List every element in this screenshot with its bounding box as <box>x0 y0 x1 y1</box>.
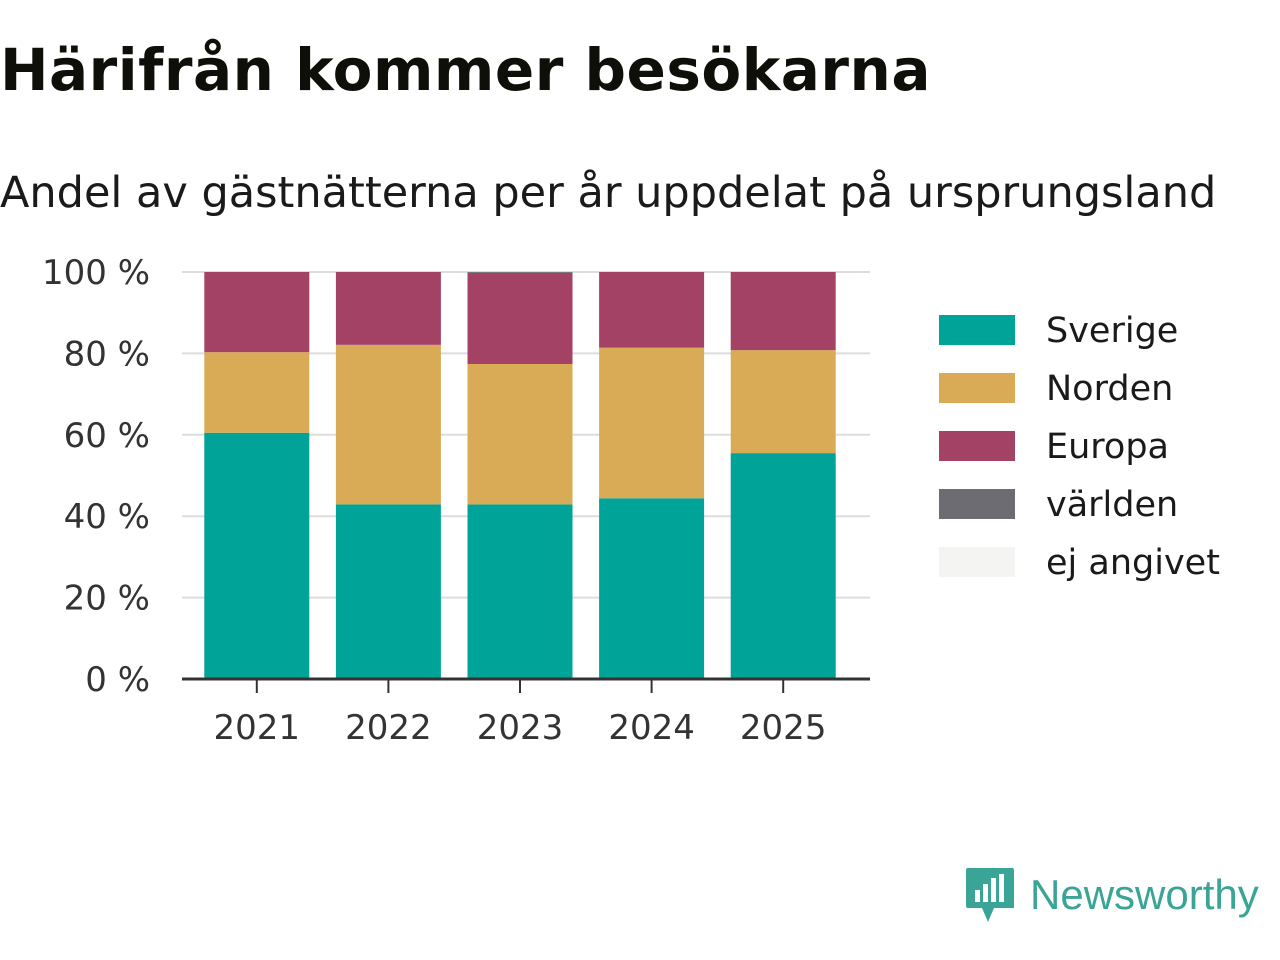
legend-swatch <box>939 373 1015 403</box>
bar-segment <box>599 498 705 679</box>
chart-subtitle: Andel av gästnätterna per år uppdelat på… <box>0 168 1217 218</box>
bar-segment <box>730 453 836 679</box>
legend-label: ej angivet <box>1046 543 1220 583</box>
legend-label: världen <box>1046 485 1178 525</box>
newsworthy-brand: Newsworthy <box>964 864 1259 926</box>
x-tick-label: 2024 <box>608 708 695 748</box>
bar-segment <box>730 350 836 454</box>
y-tick-label: 20 % <box>64 579 150 619</box>
bar-segment <box>730 272 836 351</box>
x-tick-label: 2021 <box>214 708 301 748</box>
bar-segment <box>467 363 573 505</box>
y-tick-label: 40 % <box>64 497 150 537</box>
legend-swatch <box>939 547 1015 577</box>
y-tick-label: 60 % <box>64 416 150 456</box>
bar-segment <box>204 272 310 353</box>
x-tick-label: 2025 <box>740 708 827 748</box>
newsworthy-logo-icon <box>966 868 1014 922</box>
bar-segment <box>467 272 573 273</box>
legend-swatch <box>939 431 1015 461</box>
x-tick-label: 2022 <box>345 708 432 748</box>
brand-name: Newsworthy <box>1030 871 1259 918</box>
axes: 0 % 20 % 40 % 60 % 80 % 100 % 2021 2022 2023 2024… <box>42 253 870 748</box>
y-tick-label: 80 % <box>64 334 150 374</box>
chart-title: Härifrån kommer besökarna <box>0 36 931 104</box>
bar-segment <box>204 432 310 679</box>
stacked-bar-chart: 0 % 20 % 40 % 60 % 80 % 100 % 2021 2022 2023 2024… <box>42 253 1220 748</box>
bar-segment <box>335 272 441 345</box>
x-tick-label: 2023 <box>477 708 564 748</box>
bar-segment <box>599 347 705 499</box>
bar-segment <box>599 272 705 348</box>
bar-segment <box>467 272 573 364</box>
legend-label: Europa <box>1046 427 1169 467</box>
bar-segment <box>335 344 441 505</box>
y-tick-label: 0 % <box>85 660 150 700</box>
legend-label: Sverige <box>1046 311 1178 351</box>
legend-label: Norden <box>1046 369 1173 409</box>
legend: Sverige Norden Europa världen ej angivet <box>939 311 1220 583</box>
bar-segment <box>467 504 573 679</box>
legend-swatch <box>939 315 1015 345</box>
bar-segment <box>335 504 441 679</box>
bar-segment <box>204 352 310 433</box>
bars <box>204 272 836 679</box>
y-tick-label: 100 % <box>42 253 150 293</box>
legend-swatch <box>939 489 1015 519</box>
